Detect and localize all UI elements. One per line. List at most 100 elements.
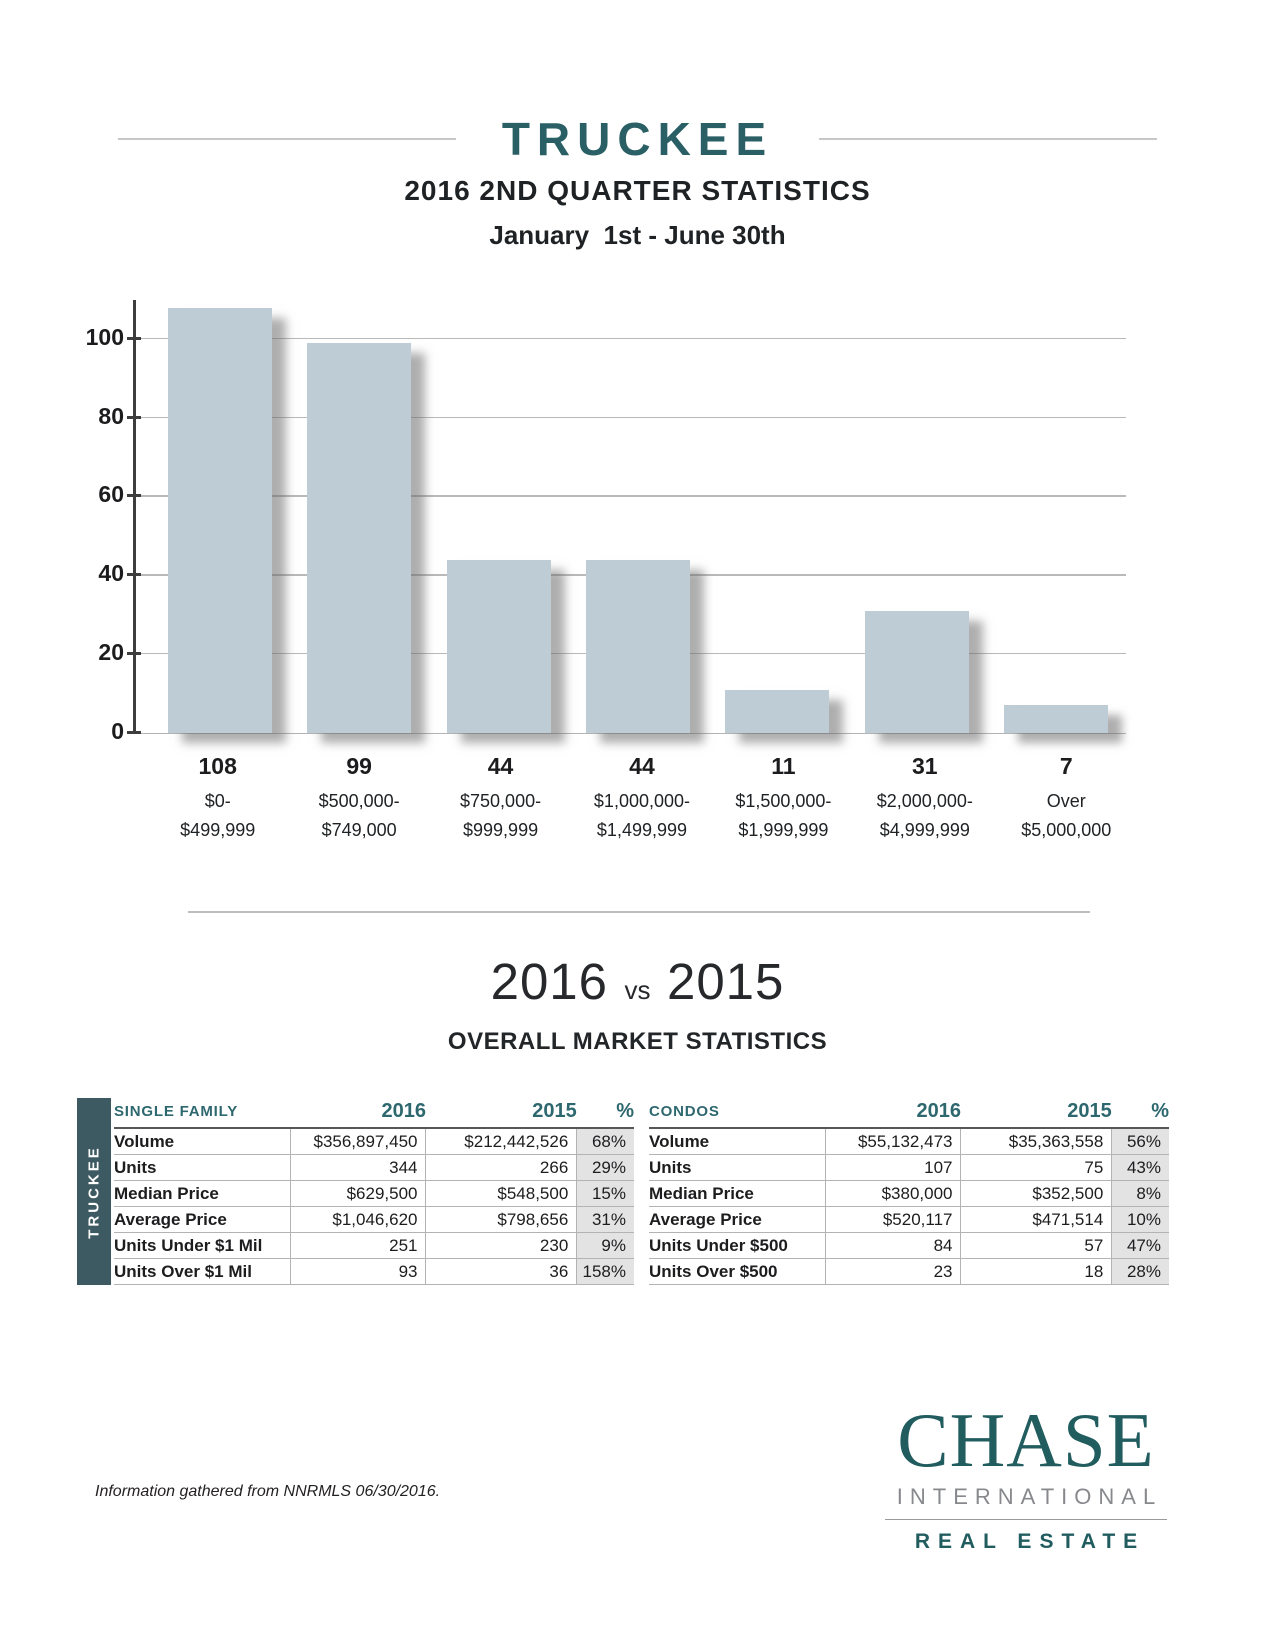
row-label: Volume [649,1128,826,1155]
bar-11 [725,689,830,733]
bar-slot [987,300,1126,733]
value-2015: 75 [960,1154,1112,1181]
row-label: Average Price [114,1206,291,1233]
bar-slot [847,300,986,733]
table-header-row: CONDOS 2016 2015% [649,1098,1169,1128]
price-range-line1: $1,500,000- [735,791,832,811]
bar-value-label: 31 [912,753,938,779]
price-range-label: $2,000,000- $4,999,999 [854,787,995,845]
value-2016: 251 [290,1232,426,1259]
price-range-line1: Over [1046,791,1086,811]
row-label: Units [114,1154,291,1181]
table-row: Median Price $380,000 $352,500 8% [649,1180,1169,1207]
price-range-line2: $5,000,000 [1021,820,1112,840]
report-subtitle: 2016 2ND QUARTER STATISTICS [404,175,871,206]
table-row: Average Price $520,117 $471,514 10% [649,1206,1169,1233]
y-axis-label: 40 [98,560,124,587]
value-pct: 10% [1111,1206,1169,1233]
y-axis-label: 80 [98,402,124,429]
value-2015: 57 [960,1232,1112,1259]
value-2016: 344 [290,1154,426,1181]
title-rule-left [118,138,456,140]
category-label: 11 $1,500,000- $1,999,999 [713,753,854,845]
table-row: Units 107 75 43% [649,1154,1169,1181]
value-pct: 15% [576,1180,634,1207]
section-divider [188,911,1090,913]
title-rule-right [819,138,1157,140]
price-range-line2: $499,999 [180,820,256,840]
value-2015: 230 [425,1232,577,1259]
value-pct: 31% [576,1206,634,1233]
price-range-line1: $0- [204,791,231,811]
value-2015: 266 [425,1154,577,1181]
column-header-2015: 2015 [532,1100,577,1122]
value-2016: $380,000 [825,1180,961,1207]
column-header-pct: % [616,1100,634,1122]
year-left: 2016 [490,953,609,1010]
price-range-line1: $2,000,000- [876,791,973,811]
value-pct: 43% [1111,1154,1169,1181]
value-2016: 107 [825,1154,961,1181]
value-pct: 29% [576,1154,634,1181]
gridline-0: 0 [111,718,1126,744]
chart-bars [136,300,1126,733]
column-header-2016: 2016 [916,1100,961,1122]
chart-category-labels: 108 $0- $499,999 99 $500,000- $749,000 44 $750,… [133,753,1137,845]
gridline-60: 60 [98,481,1126,507]
source-note: Information gathered from NNRMLS 06/30/2… [95,1483,441,1500]
gridline-100: 100 [86,324,1126,350]
bar-99 [307,343,412,733]
logo-international: INTERNATIONAL [896,1484,1163,1509]
condos-table-host: CONDOS 2016 2015% Volume $55,132,473 $35,363,… [649,1098,1169,1285]
table-header-row: SINGLE FAMILY 2016 2015% [114,1098,634,1128]
value-2015: 18 [960,1258,1112,1285]
row-label: Units Over $500 [649,1258,826,1285]
table-row: Average Price $1,046,620 $798,656 31% [114,1206,634,1233]
price-range-line2: $749,000 [321,820,397,840]
table-row: Units Over $500 23 18 28% [649,1258,1169,1285]
y-axis-label: 60 [98,481,124,508]
price-range-line1: $1,000,000- [593,791,691,811]
value-2015: $352,500 [960,1180,1112,1207]
value-2015: $548,500 [425,1180,577,1207]
bar-value-label: 7 [1059,753,1073,779]
table-row: Median Price $629,500 $548,500 15% [114,1180,634,1207]
y-axis-label: 100 [85,323,124,350]
row-label: Units Under $1 Mil [114,1232,291,1259]
row-label: Median Price [114,1180,291,1207]
value-2016: $55,132,473 [825,1128,961,1155]
chase-logo: CHASE INTERNATIONAL REAL ESTATE [882,1402,1170,1554]
page-title: TRUCKEE [501,113,774,165]
bar-44 [585,559,690,733]
table-body: Volume $356,897,450 $212,442,526 68% Units 34… [114,1128,634,1285]
date-range: January 1st - June 30th [489,220,786,250]
value-pct: 28% [1111,1258,1169,1285]
value-2016: 93 [290,1258,426,1285]
bar-slot [568,300,707,733]
value-pct: 56% [1111,1128,1169,1155]
comparison-subheading: OVERALL MARKET STATISTICS [447,1028,828,1055]
category-label: 99 $500,000- $749,000 [288,753,429,845]
gridline-80: 80 [98,403,1126,429]
logo-wordmark: CHASE [897,1397,1155,1483]
bar-slot [429,300,568,733]
category-label: 7 Over $5,000,000 [996,753,1137,845]
bar-value-label: 108 [198,753,237,779]
table-row: Volume $55,132,473 $35,363,558 56% [649,1128,1169,1155]
y-axis-label: 20 [98,638,124,665]
table-row: Units Under $500 84 57 47% [649,1232,1169,1259]
bar-31 [864,610,969,733]
table-body: Volume $55,132,473 $35,363,558 56% Units 107 7… [649,1128,1169,1285]
price-range-label: $1,000,000- $1,499,999 [571,787,712,845]
row-label: Units [649,1154,826,1181]
price-range-line1: $750,000- [460,791,542,811]
price-range-line2: $4,999,999 [879,820,970,840]
value-pct: 158% [576,1258,634,1285]
value-2016: $629,500 [290,1180,426,1207]
price-range-label: $1,500,000- $1,999,999 [713,787,854,845]
table-name: SINGLE FAMILY [114,1103,239,1120]
column-header-2016: 2016 [381,1100,426,1122]
price-range-label: $500,000- $749,000 [288,787,429,845]
category-label: 44 $1,000,000- $1,499,999 [571,753,712,845]
